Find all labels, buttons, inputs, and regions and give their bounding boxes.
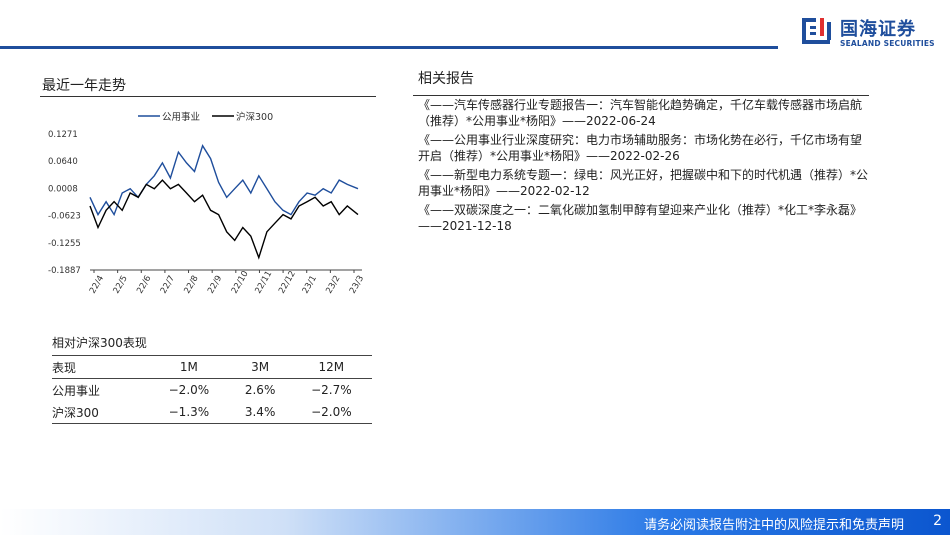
page-number: 2 (933, 513, 942, 529)
x-tick-label: 23/2 (324, 274, 342, 296)
performance-table: 表现 1M 3M 12M 公用事业 −2.0% 2.6% −2.7% 沪深300… (52, 355, 372, 424)
reports-section-rule (413, 95, 869, 96)
company-logo: 国海证券 SEALAND SECURITIES (800, 14, 940, 54)
logo-cn-text: 国海证券 (840, 19, 916, 40)
x-tick-label: 22/8 (182, 274, 200, 296)
y-tick-label: 0.1271 (48, 130, 78, 140)
x-tick-label: 22/7 (159, 274, 177, 296)
y-tick-label: 0.0008 (48, 184, 78, 194)
y-axis-ticks: 0.1271 0.0640 0.0008 -0.0623 -0.1255 -0.1887 (48, 130, 81, 276)
header-rule (0, 46, 778, 49)
table-cell: 公用事业 (52, 383, 101, 398)
table-header-cell: 3M (229, 355, 291, 379)
sealand-logo-icon (802, 18, 831, 44)
trend-section-title: 最近一年走势 (42, 78, 126, 94)
reports-section-title: 相关报告 (418, 71, 474, 87)
y-tick-label: -0.1887 (48, 266, 81, 276)
table-cell: 3.4% (229, 401, 291, 424)
table-cell: −2.0% (168, 383, 210, 397)
table-cell: 沪深300 (52, 401, 149, 424)
table-cell: −2.0% (290, 401, 372, 424)
x-tick-label: 22/6 (135, 274, 153, 296)
chart-series (89, 144, 359, 260)
logo-en-text: SEALAND SECURITIES (840, 39, 935, 48)
table-cell: −2.7% (311, 383, 352, 397)
report-link[interactable]: 《——双碳深度之一：二氧化碳加氢制甲醇有望迎来产业化（推荐）*化工*李永磊》——… (418, 203, 863, 233)
performance-title: 相对沪深300表现 (52, 336, 147, 350)
y-tick-label: -0.0623 (48, 212, 81, 222)
reports-list: 《——汽车传感器行业专题报告一：汽车智能化趋势确定，千亿车载传感器市场启航（推荐… (418, 98, 868, 238)
table-row: 公用事业 −2.0% 2.6% −2.7% (52, 379, 372, 402)
x-tick-label: 22/10 (230, 269, 251, 295)
trend-section-rule (40, 96, 376, 97)
x-tick-label: 22/4 (88, 274, 106, 296)
x-tick-label: 22/12 (277, 269, 298, 295)
table-header-row: 表现 1M 3M 12M (52, 355, 372, 379)
x-tick-label: 22/9 (206, 274, 224, 296)
report-link[interactable]: 《——公用事业行业深度研究：电力市场辅助服务：市场化势在必行，千亿市场有望开启（… (418, 133, 863, 163)
chart-legend: 公用事业 沪深300 (138, 111, 273, 123)
legend-label: 沪深300 (236, 111, 273, 123)
series-line-0 (89, 144, 359, 217)
x-axis-ticks: 22/4 22/5 22/6 22/7 22/8 22/9 22/10 22/11 22/12 2… (88, 269, 366, 295)
y-tick-label: -0.1255 (48, 239, 81, 249)
table-row: 沪深300 −1.3% 3.4% −2.0% (52, 401, 372, 424)
trend-chart-svg: 公用事业 沪深300 0.1271 0.0640 0.0008 -0.0623 -0.12… (48, 111, 366, 296)
footer-bar: 请务必阅读报告附注中的风险提示和免责声明 2 (0, 509, 950, 535)
table-header-cell: 表现 (52, 355, 149, 379)
table-cell: 2.6% (244, 383, 276, 397)
x-tick-label: 22/11 (253, 269, 274, 295)
legend-label: 公用事业 (162, 111, 200, 123)
x-tick-label: 23/3 (348, 274, 366, 296)
series-line-1 (89, 179, 359, 260)
trend-chart: 公用事业 沪深300 0.1271 0.0640 0.0008 -0.0623 -0.12… (40, 104, 376, 314)
table-header-cell: 12M (290, 355, 372, 379)
report-link[interactable]: 《——新型电力系统专题一：绿电：风光正好，把握碳中和下的时代机遇（推荐）*公用事… (418, 168, 869, 198)
table-header-cell: 1M (148, 355, 230, 379)
report-link[interactable]: 《——汽车传感器行业专题报告一：汽车智能化趋势确定，千亿车载传感器市场启航（推荐… (418, 98, 863, 128)
x-tick-label: 23/1 (301, 274, 319, 296)
y-tick-label: 0.0640 (48, 157, 78, 167)
footer-disclaimer: 请务必阅读报告附注中的风险提示和免责声明 (643, 518, 904, 533)
table-cell: −1.3% (148, 401, 230, 424)
x-tick-label: 22/5 (112, 274, 130, 296)
